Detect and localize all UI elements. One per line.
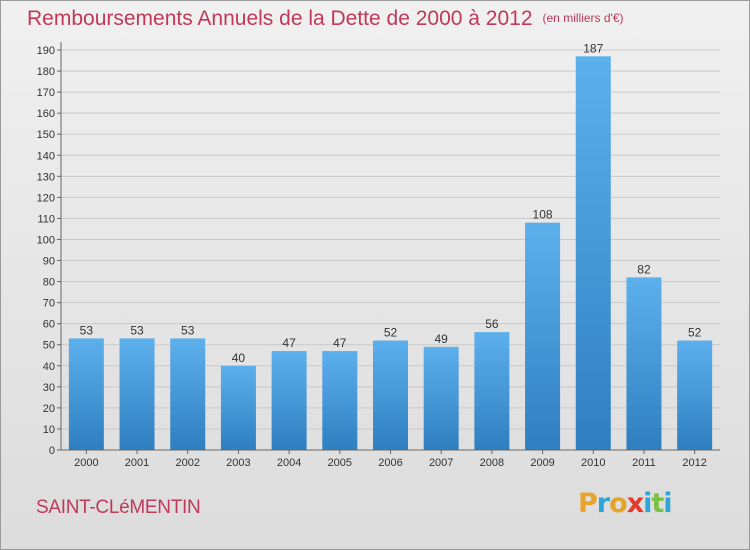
chart-subtitle: (en milliers d'€) (542, 11, 624, 25)
bar-2008 (474, 332, 510, 450)
data-label-2008: 56 (485, 317, 499, 331)
y-tick-label: 100 (37, 234, 55, 246)
bar-2001 (119, 338, 155, 450)
bar-2011 (626, 277, 662, 450)
x-tick-label-2000: 2000 (74, 457, 98, 469)
y-tick-label: 70 (43, 298, 55, 310)
axes: 0 10 20 30 40 50 60 70 80 90 100 110 120 130 140 150 160… (37, 42, 720, 469)
y-tick-label: 0 (49, 445, 55, 457)
y-tick-label: 40 (43, 361, 55, 373)
x-tick-label-2012: 2012 (682, 457, 706, 469)
bar-2007 (423, 346, 459, 450)
bars: 53 53 53 40 47 47 52 49 56 108 187 82 52 (68, 41, 713, 450)
logo-letter: o (609, 488, 628, 519)
y-tick-label: 160 (37, 108, 55, 120)
data-label-2010: 187 (583, 41, 603, 55)
logo-letter: r (596, 488, 610, 519)
x-tick-label-2007: 2007 (429, 457, 453, 469)
data-label-2009: 108 (533, 208, 553, 222)
logo-letter: x (626, 488, 644, 519)
bar-2000 (68, 338, 104, 450)
y-tick-label: 110 (37, 213, 55, 225)
bar-2004 (271, 351, 307, 450)
data-label-2002: 53 (181, 323, 195, 337)
y-tick-label: 120 (37, 192, 55, 204)
bar-2005 (322, 351, 358, 450)
x-tick-label-2001: 2001 (125, 457, 149, 469)
bar-2002 (170, 338, 206, 450)
x-tick-label-2009: 2009 (530, 457, 554, 469)
data-label-2007: 49 (435, 332, 449, 346)
y-tick-label: 90 (43, 256, 55, 268)
data-label-2003: 40 (232, 351, 246, 365)
logo-letter: t (651, 488, 664, 519)
proxiti-logo: Proxiti (578, 488, 673, 519)
data-label-2006: 52 (384, 326, 398, 340)
bar-2012 (677, 340, 713, 450)
y-tick-label: 80 (43, 277, 55, 289)
y-tick-label: 180 (37, 66, 55, 78)
bar-2006 (373, 340, 408, 450)
data-label-2011: 82 (637, 262, 651, 276)
y-tick-label: 190 (37, 45, 55, 57)
data-label-2005: 47 (333, 336, 347, 350)
logo-letter: P (578, 488, 598, 519)
y-tick-label: 30 (43, 382, 55, 394)
x-tick-label-2003: 2003 (226, 457, 250, 469)
bar-2003 (220, 365, 256, 450)
y-tick-label: 140 (37, 150, 55, 162)
data-label-2000: 53 (80, 323, 94, 337)
x-tick-label-2002: 2002 (175, 457, 199, 469)
y-tick-label: 10 (43, 424, 55, 436)
x-tick-label-2011: 2011 (632, 457, 656, 469)
y-tick-label: 150 (37, 129, 55, 141)
y-tick-label: 170 (37, 87, 55, 99)
x-tick-label-2005: 2005 (328, 457, 352, 469)
bar-2009 (525, 222, 561, 450)
data-label-2012: 52 (688, 326, 702, 340)
city-name: SAINT-CLéMENTIN (36, 497, 201, 518)
x-tick-label-2008: 2008 (480, 457, 504, 469)
y-tick-label: 60 (43, 319, 55, 331)
x-tick-label-2006: 2006 (378, 457, 402, 469)
data-label-2001: 53 (130, 323, 144, 337)
bar-2010 (575, 56, 611, 450)
y-tick-label: 50 (43, 340, 55, 352)
chart-title: Remboursements Annuels de la Dette de 20… (27, 7, 624, 31)
x-tick-label-2010: 2010 (581, 457, 605, 469)
chart-title-text: Remboursements Annuels de la Dette de 20… (27, 7, 533, 30)
y-tick-label: 20 (43, 403, 55, 415)
logo-letter: i (663, 488, 672, 519)
logo-letter: i (643, 488, 652, 519)
x-tick-label-2004: 2004 (277, 457, 301, 469)
y-tick-label: 130 (37, 171, 55, 183)
data-label-2004: 47 (282, 336, 296, 350)
